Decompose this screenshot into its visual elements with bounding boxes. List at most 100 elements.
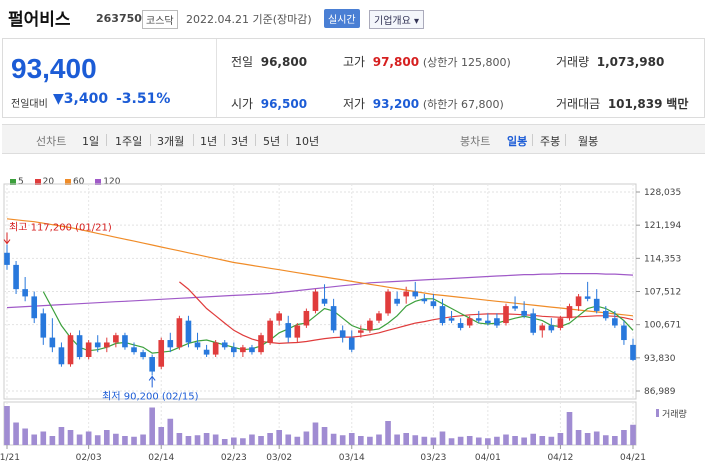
high-cell: 고가 97,800 (상한가 125,800)	[343, 53, 511, 70]
candle-body	[521, 310, 527, 316]
tab-1w[interactable]: 1주일	[115, 135, 143, 148]
y-tick-label: 100,671	[644, 321, 681, 331]
ma-legend: 5 20 60 120	[10, 177, 128, 187]
candle-body	[548, 325, 555, 331]
candle-body	[249, 347, 255, 353]
volume-bar	[103, 430, 110, 445]
candle-body	[22, 289, 28, 297]
volume-bar	[13, 422, 19, 445]
candle-body	[339, 330, 346, 338]
divider	[532, 134, 533, 146]
volume-bar	[185, 436, 192, 445]
candle-body	[267, 320, 273, 343]
divider	[287, 134, 288, 146]
candle-body	[539, 325, 546, 331]
tab-weekly[interactable]: 주봉	[540, 135, 561, 148]
candle-body	[49, 337, 56, 348]
volume-bar	[376, 434, 382, 445]
candle-body	[294, 325, 301, 338]
candle-body	[439, 306, 446, 324]
volume-bar	[258, 436, 264, 445]
tab-1y[interactable]: 1년	[200, 135, 218, 148]
volume-value: 1,073,980	[596, 55, 665, 69]
volume-bar	[575, 430, 582, 445]
volume-bar	[31, 434, 38, 445]
legend-item-ma5: 5	[10, 177, 24, 187]
volume-bar	[593, 431, 600, 445]
volume-bar	[230, 437, 237, 445]
volume-bar	[303, 431, 310, 445]
volume-bar	[294, 436, 301, 445]
volume-bar	[566, 412, 573, 445]
volume-bar	[40, 431, 47, 445]
candle-body	[94, 342, 101, 348]
tab-10y[interactable]: 10년	[295, 135, 320, 148]
candle-body	[240, 347, 246, 353]
candle-body	[140, 352, 146, 358]
candle-body	[276, 313, 282, 321]
volume-bar	[430, 437, 437, 445]
volume-bar	[249, 434, 255, 445]
open-value: 96,500	[260, 97, 308, 111]
candle-body	[403, 291, 410, 297]
tab-3y[interactable]: 3년	[231, 135, 249, 148]
candle-body	[31, 296, 38, 319]
volume-bar	[439, 431, 446, 445]
volume-bar	[421, 436, 428, 445]
prev-close-label: 전일	[231, 55, 254, 69]
x-tick-label: 03/02	[266, 453, 292, 463]
legend-label: 120	[103, 177, 121, 187]
company-info-label: 기업개요	[374, 16, 411, 27]
candle-body	[212, 342, 219, 355]
company-info-dropdown[interactable]: 기업개요 ▾	[369, 10, 425, 29]
legend-swatch	[34, 178, 41, 185]
candle-body	[203, 349, 210, 355]
candle-body	[566, 306, 573, 319]
y-tick-label: 86,989	[644, 387, 676, 397]
tab-5y[interactable]: 5년	[263, 135, 281, 148]
volume-bar	[67, 430, 74, 445]
stock-name: 펄어비스	[8, 10, 71, 30]
y-tick-label: 121,194	[644, 221, 681, 231]
candle-body	[457, 323, 464, 328]
x-tick-label: 01/21	[0, 453, 20, 463]
y-tick-label: 128,035	[644, 188, 681, 198]
candle-body	[485, 320, 491, 324]
volume-bar	[122, 436, 128, 445]
tab-3m[interactable]: 3개월	[157, 135, 185, 148]
amount-unit: 백만	[666, 97, 689, 111]
tab-1d[interactable]: 1일	[82, 135, 100, 148]
tab-daily[interactable]: 일봉	[507, 135, 528, 148]
candle-body	[412, 291, 419, 297]
candle-body	[312, 291, 319, 311]
amount-cell: 거래대금 101,839 백만	[556, 95, 688, 112]
candle-body	[122, 335, 128, 348]
candle-body	[221, 342, 228, 348]
candle-body	[430, 301, 437, 307]
x-tick-label: 04/12	[547, 453, 573, 463]
high-label: 고가	[343, 55, 366, 69]
candle-chart-label: 봉차트	[460, 135, 491, 148]
tab-monthly[interactable]: 월봉	[578, 135, 599, 148]
candle-body	[557, 318, 564, 328]
market-badge: 코스닥	[142, 10, 178, 29]
ma20-line	[179, 281, 634, 345]
realtime-button[interactable]: 실시간	[324, 9, 360, 28]
chart-tabs-bar: 선차트 1일 1주일 3개월 1년 3년 5년 10년 봉차트 일봉 주봉 월봉	[2, 124, 705, 154]
price-summary: 93,400 전일대비 ▼3,400 -3.51% 전일 96,800 고가 9…	[2, 38, 705, 118]
legend-item-ma20: 20	[34, 177, 54, 187]
candle-body	[258, 335, 264, 353]
volume-bar	[267, 433, 273, 445]
volume-bar	[276, 430, 282, 445]
volume-bar	[85, 431, 92, 445]
candle-body	[584, 296, 591, 299]
x-tick-label: 03/23	[420, 453, 446, 463]
candle-body	[67, 335, 74, 365]
candle-body	[194, 342, 201, 348]
candle-body	[13, 264, 19, 290]
volume-bar	[176, 433, 183, 445]
volume-bar	[602, 435, 609, 445]
candle-body	[230, 347, 237, 353]
volume-bar	[330, 433, 337, 445]
